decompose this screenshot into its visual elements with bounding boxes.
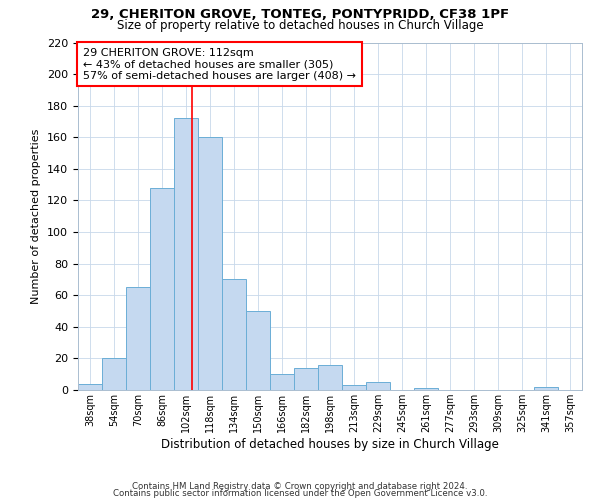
Bar xyxy=(78,384,102,390)
Bar xyxy=(126,288,150,390)
Bar xyxy=(102,358,126,390)
Text: Size of property relative to detached houses in Church Village: Size of property relative to detached ho… xyxy=(116,19,484,32)
Bar xyxy=(174,118,198,390)
Bar xyxy=(414,388,438,390)
Bar xyxy=(534,387,558,390)
Bar xyxy=(342,386,366,390)
Text: 29 CHERITON GROVE: 112sqm
← 43% of detached houses are smaller (305)
57% of semi: 29 CHERITON GROVE: 112sqm ← 43% of detac… xyxy=(83,48,356,81)
Bar xyxy=(150,188,174,390)
Bar xyxy=(270,374,294,390)
Bar xyxy=(246,311,270,390)
X-axis label: Distribution of detached houses by size in Church Village: Distribution of detached houses by size … xyxy=(161,438,499,451)
Y-axis label: Number of detached properties: Number of detached properties xyxy=(31,128,41,304)
Text: 29, CHERITON GROVE, TONTEG, PONTYPRIDD, CF38 1PF: 29, CHERITON GROVE, TONTEG, PONTYPRIDD, … xyxy=(91,8,509,20)
Bar xyxy=(366,382,390,390)
Bar xyxy=(294,368,318,390)
Bar xyxy=(318,364,342,390)
Bar xyxy=(222,280,246,390)
Text: Contains HM Land Registry data © Crown copyright and database right 2024.: Contains HM Land Registry data © Crown c… xyxy=(132,482,468,491)
Bar xyxy=(198,138,222,390)
Text: Contains public sector information licensed under the Open Government Licence v3: Contains public sector information licen… xyxy=(113,490,487,498)
